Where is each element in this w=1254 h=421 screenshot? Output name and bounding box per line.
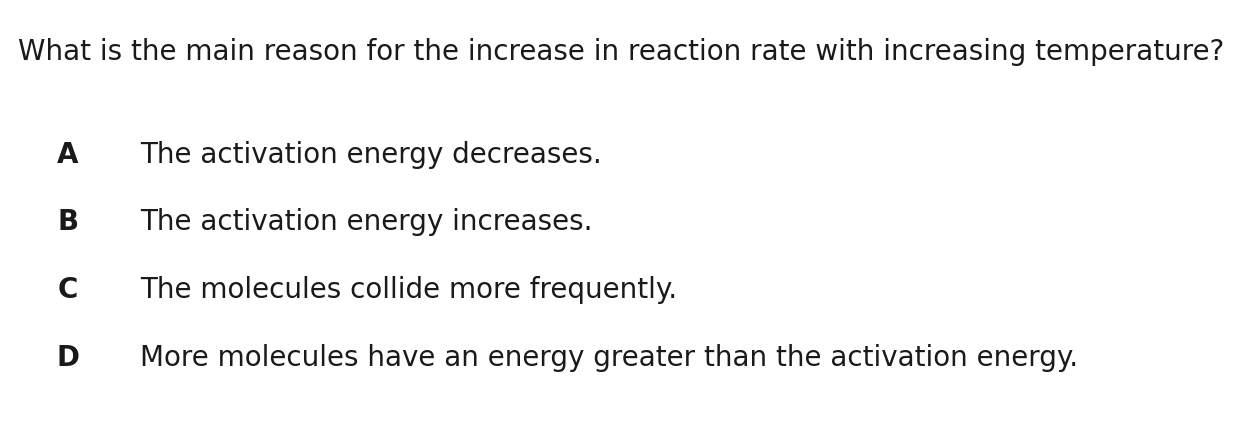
Text: The activation energy increases.: The activation energy increases. — [140, 208, 592, 236]
Text: What is the main reason for the increase in reaction rate with increasing temper: What is the main reason for the increase… — [18, 38, 1224, 66]
Text: C: C — [58, 276, 78, 304]
Text: D: D — [56, 344, 79, 372]
Text: The activation energy decreases.: The activation energy decreases. — [140, 141, 602, 169]
Text: More molecules have an energy greater than the activation energy.: More molecules have an energy greater th… — [140, 344, 1078, 372]
Text: The molecules collide more frequently.: The molecules collide more frequently. — [140, 276, 677, 304]
Text: B: B — [58, 208, 79, 236]
Text: A: A — [58, 141, 79, 169]
